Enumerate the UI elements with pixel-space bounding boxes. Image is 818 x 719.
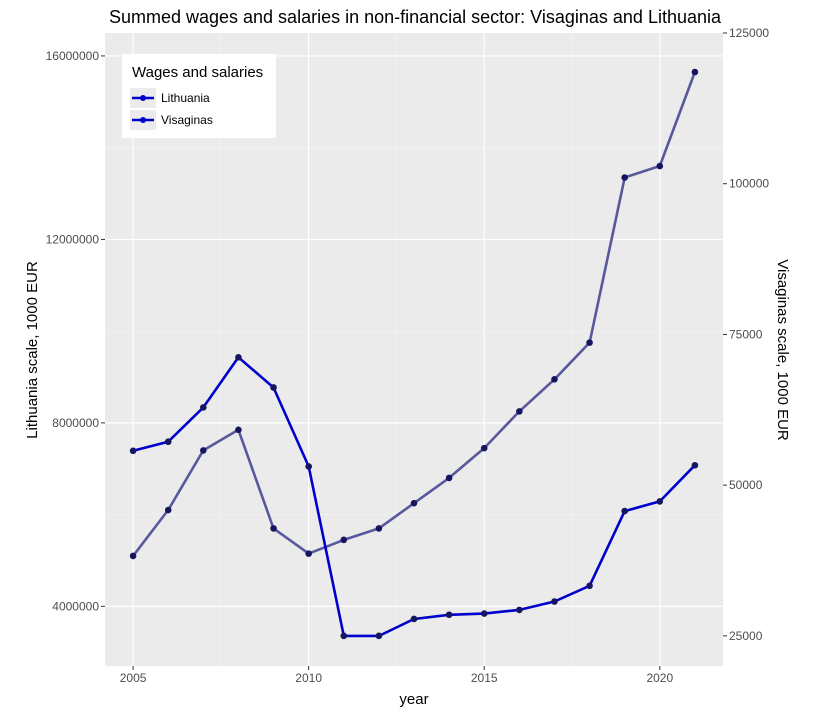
legend-title: Wages and salaries — [132, 64, 263, 81]
y-tick-label-right: 50000 — [729, 478, 763, 492]
data-point-visaginas — [586, 582, 593, 590]
data-point-lithuania — [235, 426, 242, 434]
y-tick-label-right: 125000 — [729, 26, 769, 40]
axes: 2005 2010 2015 2020 4000000 8000000 12000000 16… — [46, 26, 770, 685]
y-axis-title-left: Lithuania scale, 1000 EUR — [24, 261, 41, 439]
data-point-visaginas — [445, 611, 453, 619]
data-point-visaginas — [656, 498, 664, 505]
legend-key-point-lithuania — [140, 95, 146, 101]
y-tick-label-left: 8000000 — [52, 416, 99, 430]
x-tick-label: 2010 — [295, 671, 322, 685]
data-point-lithuania — [445, 474, 453, 482]
y-tick-label-right: 75000 — [729, 327, 763, 341]
data-point-lithuania — [551, 376, 558, 383]
data-point-visaginas — [200, 404, 207, 411]
x-tick-label: 2005 — [120, 671, 147, 685]
x-axis-title: year — [399, 691, 428, 708]
data-point-lithuania — [480, 444, 488, 452]
x-tick-label: 2015 — [471, 671, 498, 685]
data-point-visaginas — [129, 447, 137, 455]
data-point-visaginas — [164, 438, 172, 446]
y-tick-label-left: 4000000 — [52, 599, 99, 613]
x-tick-label: 2020 — [646, 671, 673, 685]
y-tick-label-left: 16000000 — [46, 49, 100, 63]
data-point-visaginas — [340, 632, 348, 640]
data-point-lithuania — [691, 68, 699, 76]
data-point-lithuania — [164, 506, 172, 514]
data-point-lithuania — [586, 339, 593, 346]
data-point-visaginas — [410, 615, 418, 623]
y-tick-label-right: 25000 — [729, 629, 763, 643]
data-point-visaginas — [516, 606, 523, 614]
data-point-visaginas — [621, 507, 628, 515]
data-point-lithuania — [305, 550, 312, 557]
data-point-lithuania — [340, 536, 348, 544]
y-tick-label-right: 100000 — [729, 177, 769, 191]
legend-label-lithuania: Lithuania — [161, 91, 210, 105]
data-point-visaginas — [270, 384, 277, 391]
data-point-visaginas — [305, 463, 312, 470]
legend-label-visaginas: Visaginas — [161, 113, 213, 127]
y-tick-label-left: 12000000 — [46, 232, 100, 246]
legend: Wages and salaries Lithuania Visaginas — [122, 54, 276, 138]
data-point-lithuania — [200, 447, 207, 454]
legend-key-point-visaginas — [140, 117, 146, 123]
data-point-visaginas — [480, 610, 488, 617]
data-point-visaginas — [375, 632, 383, 640]
grid-lines — [105, 33, 723, 666]
data-point-lithuania — [621, 174, 628, 181]
data-point-visaginas — [551, 598, 558, 605]
plot-panel — [105, 33, 723, 666]
series-layer — [129, 68, 699, 640]
y-axis-title-right: Visaginas scale, 1000 EUR — [774, 259, 791, 441]
data-point-visaginas — [235, 354, 242, 361]
data-point-visaginas — [691, 461, 699, 469]
chart-title: Summed wages and salaries in non-financi… — [109, 7, 722, 27]
data-point-lithuania — [410, 499, 418, 507]
data-point-lithuania — [656, 162, 664, 170]
data-point-lithuania — [129, 552, 137, 560]
data-point-lithuania — [270, 525, 277, 532]
data-point-lithuania — [516, 408, 523, 415]
data-point-lithuania — [375, 525, 383, 532]
